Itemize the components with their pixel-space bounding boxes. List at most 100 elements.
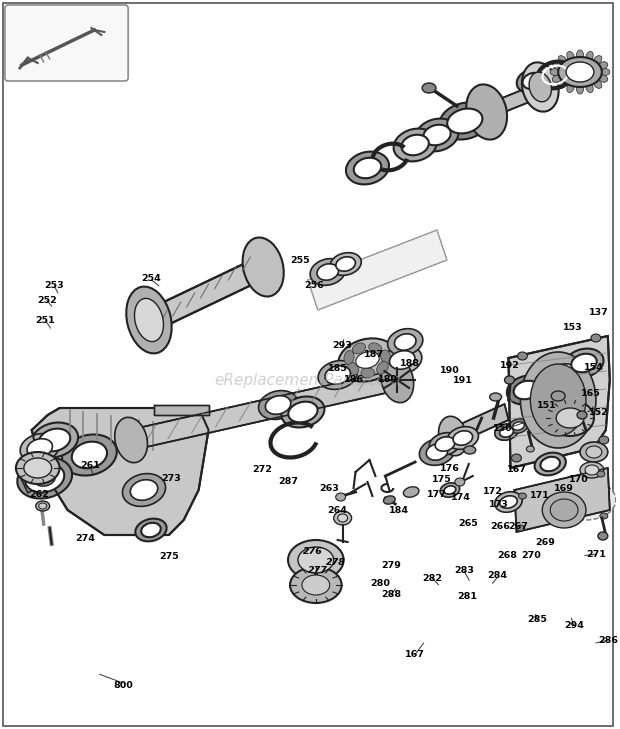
Ellipse shape: [552, 75, 562, 82]
Ellipse shape: [546, 359, 582, 386]
Ellipse shape: [558, 55, 567, 64]
Ellipse shape: [317, 264, 339, 280]
Ellipse shape: [302, 575, 330, 595]
Ellipse shape: [558, 57, 602, 87]
Ellipse shape: [290, 567, 342, 603]
Ellipse shape: [580, 442, 608, 462]
Ellipse shape: [300, 403, 316, 413]
Ellipse shape: [34, 469, 55, 486]
Text: 285: 285: [528, 615, 547, 624]
Ellipse shape: [347, 362, 359, 375]
Ellipse shape: [394, 128, 436, 161]
Ellipse shape: [566, 62, 594, 82]
Ellipse shape: [516, 525, 525, 531]
Text: 137: 137: [588, 308, 608, 316]
Ellipse shape: [593, 55, 602, 64]
Polygon shape: [515, 468, 610, 532]
Text: 154: 154: [583, 363, 603, 372]
Text: 265: 265: [458, 519, 478, 528]
Text: 253: 253: [45, 281, 64, 290]
Ellipse shape: [440, 483, 459, 497]
Ellipse shape: [381, 350, 391, 364]
Text: 184: 184: [389, 506, 409, 515]
Text: 288: 288: [381, 590, 401, 599]
Text: 152: 152: [588, 408, 608, 417]
Text: 278: 278: [326, 558, 346, 567]
Ellipse shape: [310, 259, 345, 285]
Ellipse shape: [598, 532, 608, 540]
Text: 277: 277: [308, 566, 328, 574]
Ellipse shape: [500, 427, 513, 437]
Text: eReplacementParts.com: eReplacementParts.com: [215, 373, 401, 388]
Text: 294: 294: [564, 621, 584, 630]
Ellipse shape: [586, 83, 593, 93]
Ellipse shape: [130, 480, 157, 500]
Ellipse shape: [495, 492, 522, 512]
Text: 190: 190: [440, 366, 459, 375]
Polygon shape: [147, 256, 266, 332]
Ellipse shape: [466, 85, 507, 139]
Ellipse shape: [242, 238, 284, 297]
Text: 191: 191: [453, 376, 473, 385]
Ellipse shape: [600, 513, 608, 519]
Text: 293: 293: [332, 341, 352, 350]
Polygon shape: [32, 408, 208, 535]
Ellipse shape: [401, 135, 429, 155]
Ellipse shape: [558, 79, 567, 88]
Ellipse shape: [577, 84, 583, 94]
Ellipse shape: [325, 366, 350, 384]
Text: 284: 284: [487, 572, 508, 580]
Ellipse shape: [383, 346, 422, 375]
Text: 165: 165: [582, 389, 601, 398]
Ellipse shape: [500, 496, 517, 508]
Ellipse shape: [598, 62, 608, 69]
Ellipse shape: [25, 464, 64, 492]
Text: 264: 264: [327, 506, 347, 515]
Ellipse shape: [31, 423, 78, 458]
Ellipse shape: [600, 69, 610, 76]
Ellipse shape: [36, 501, 50, 511]
Ellipse shape: [585, 465, 599, 475]
Text: 186: 186: [343, 375, 363, 383]
Text: 189: 189: [378, 375, 398, 383]
Text: 800: 800: [113, 681, 133, 690]
Polygon shape: [154, 405, 208, 415]
Text: 174: 174: [451, 493, 471, 502]
Text: 269: 269: [536, 538, 556, 547]
Polygon shape: [308, 230, 447, 310]
Ellipse shape: [394, 334, 416, 350]
Text: 261: 261: [80, 461, 100, 469]
Text: 176: 176: [440, 464, 459, 473]
Ellipse shape: [444, 486, 456, 494]
Text: 254: 254: [141, 274, 161, 283]
Ellipse shape: [513, 422, 525, 430]
Text: 151: 151: [537, 401, 557, 410]
Ellipse shape: [361, 368, 375, 378]
Text: 172: 172: [483, 487, 503, 496]
Ellipse shape: [513, 381, 539, 399]
Ellipse shape: [259, 391, 298, 419]
Text: 279: 279: [382, 561, 402, 570]
Text: 177: 177: [427, 490, 447, 499]
Ellipse shape: [318, 361, 357, 389]
Text: 268: 268: [497, 551, 518, 560]
Ellipse shape: [281, 397, 324, 427]
Ellipse shape: [141, 523, 161, 537]
Ellipse shape: [435, 437, 454, 451]
Ellipse shape: [551, 391, 565, 401]
Ellipse shape: [338, 514, 348, 522]
Text: 276: 276: [303, 547, 323, 555]
Ellipse shape: [135, 298, 164, 342]
Ellipse shape: [546, 400, 594, 436]
Ellipse shape: [440, 103, 490, 139]
Polygon shape: [508, 336, 610, 468]
Ellipse shape: [334, 511, 352, 525]
Ellipse shape: [518, 493, 526, 499]
Ellipse shape: [346, 152, 389, 184]
Text: 170: 170: [569, 475, 589, 484]
Ellipse shape: [438, 416, 467, 456]
Ellipse shape: [383, 496, 395, 504]
Ellipse shape: [556, 480, 616, 520]
Ellipse shape: [512, 454, 521, 462]
Text: 167: 167: [405, 650, 425, 659]
